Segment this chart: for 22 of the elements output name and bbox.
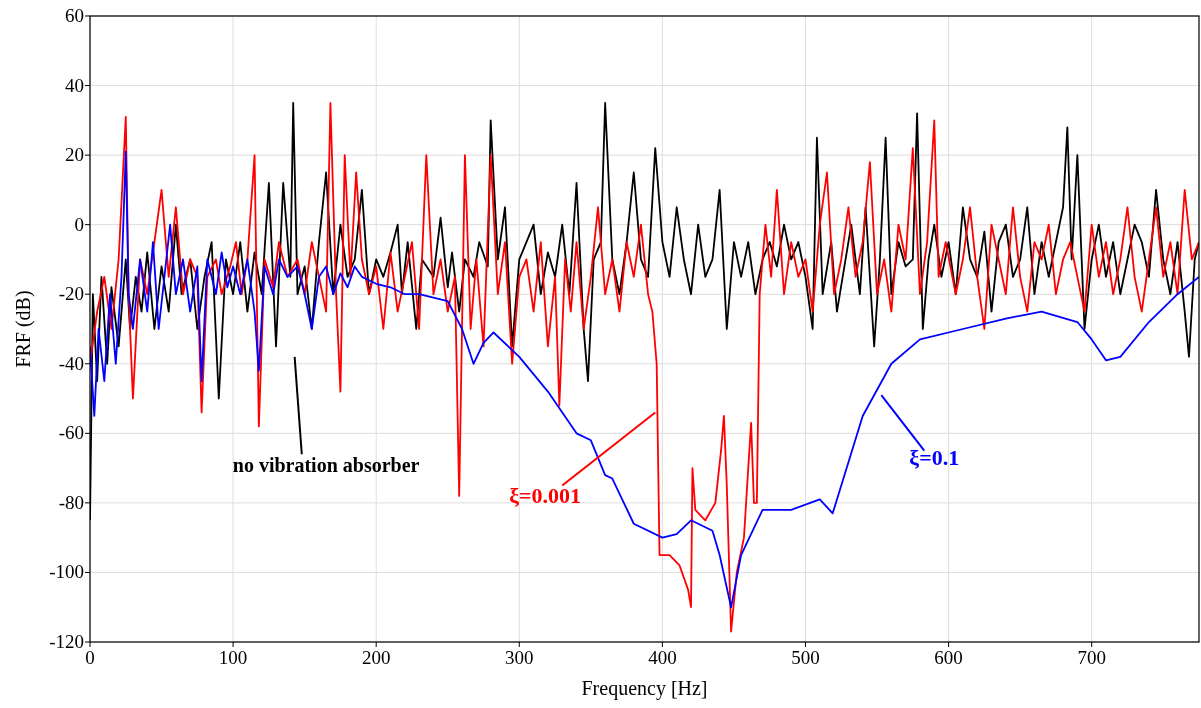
text: ξ=0.1: [909, 444, 960, 470]
x-tick-label: 100: [218, 647, 248, 668]
text: ξ=0.001: [509, 482, 581, 508]
x-tick-label: 400: [648, 647, 677, 668]
y-tick-label: -60: [58, 422, 84, 444]
y-tick-label: 0: [74, 213, 84, 235]
x-tick-label: 600: [934, 647, 963, 668]
x-tick-label: 700: [1077, 647, 1106, 668]
y-tick-label: -100: [49, 561, 84, 583]
y-tick-label: -20: [58, 283, 84, 305]
x-axis-title: Frequency [Hz]: [581, 677, 708, 700]
x-tick-label: 500: [791, 647, 820, 668]
y-axis-title: FRF (dB): [12, 290, 35, 368]
y-tick-label: 60: [65, 5, 84, 26]
y-tick-label: -80: [58, 491, 84, 513]
x-tick-label: 200: [361, 647, 391, 668]
y-tick-label: 40: [65, 74, 84, 96]
y-tick-label: 20: [65, 144, 84, 166]
y-tick-label: -40: [58, 352, 84, 374]
y-tick-label: -120: [49, 631, 84, 652]
text: no vibration absorber: [232, 453, 420, 476]
x-tick-label: 300: [505, 647, 534, 668]
